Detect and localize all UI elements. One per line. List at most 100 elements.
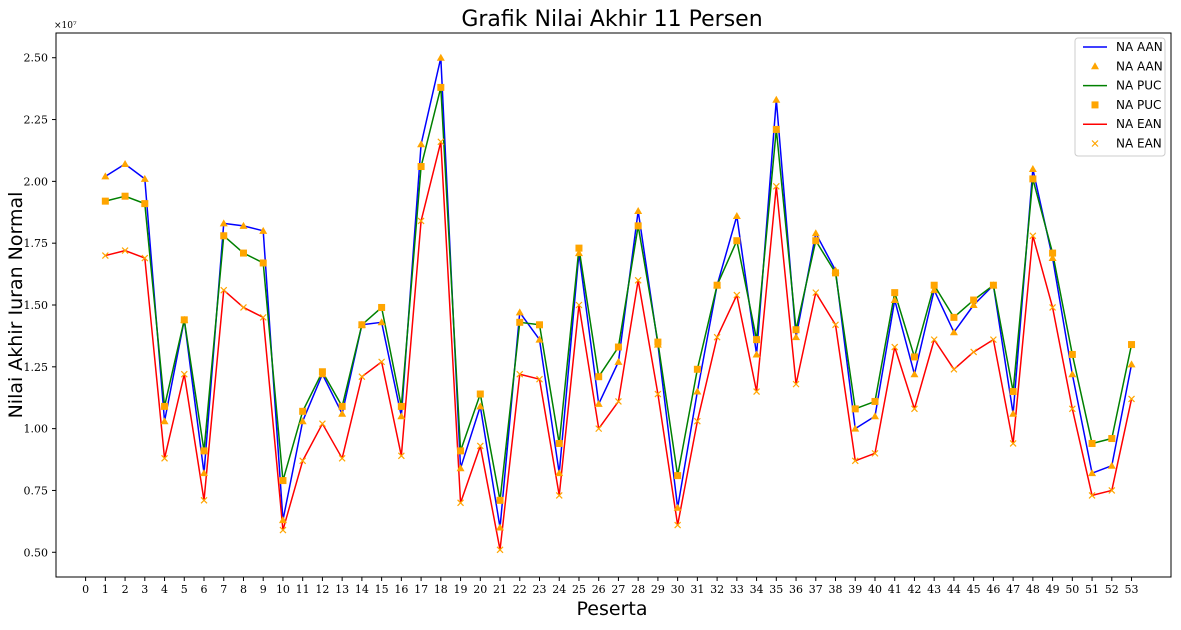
data-point-na-aan xyxy=(1068,370,1077,378)
x-tick-label: 45 xyxy=(967,583,981,596)
data-point-na-puc xyxy=(496,496,504,504)
x-tick-label: 53 xyxy=(1125,583,1139,596)
series-markers-na-puc xyxy=(101,83,1136,504)
data-point-na-ean xyxy=(733,291,741,299)
data-point-na-aan xyxy=(298,417,307,425)
data-point-na-puc xyxy=(279,477,287,485)
data-point-na-aan xyxy=(930,286,939,294)
data-point-na-puc xyxy=(239,249,247,257)
data-point-na-ean xyxy=(674,521,682,529)
data-point-na-puc xyxy=(693,365,701,373)
data-point-na-puc xyxy=(161,402,169,410)
data-point-na-ean xyxy=(1009,440,1017,447)
data-point-na-aan xyxy=(338,409,347,417)
data-point-na-ean xyxy=(891,343,899,351)
x-tick-label: 20 xyxy=(473,583,487,596)
data-point-na-ean xyxy=(753,388,760,395)
data-point-na-ean xyxy=(279,526,287,534)
x-tick-label: 39 xyxy=(848,583,862,596)
x-tick-label: 47 xyxy=(1006,583,1020,596)
data-point-na-ean xyxy=(693,417,701,425)
data-point-na-aan xyxy=(160,417,169,425)
data-point-na-puc xyxy=(338,402,346,410)
data-point-na-puc xyxy=(891,289,899,297)
data-point-na-puc xyxy=(812,237,820,245)
data-point-na-puc xyxy=(121,192,129,200)
data-point-na-aan xyxy=(1107,461,1116,469)
x-tick-label: 1 xyxy=(102,583,109,596)
y-axis-label: Nilai Akhir Iuran Normal xyxy=(5,192,27,419)
x-tick-label: 36 xyxy=(789,583,803,596)
data-point-na-ean xyxy=(851,457,859,465)
legend-item: NA PUC xyxy=(1083,79,1161,93)
x-tick-label: 14 xyxy=(355,583,369,596)
x-tick-label: 26 xyxy=(592,583,606,596)
data-point-na-aan xyxy=(969,301,978,308)
data-point-na-aan xyxy=(851,424,860,432)
data-point-na-ean xyxy=(1128,395,1135,403)
x-tick-label: 48 xyxy=(1026,583,1040,596)
data-point-na-puc xyxy=(397,402,405,410)
x-tick-label: 29 xyxy=(651,583,665,596)
data-point-na-puc xyxy=(1088,439,1096,447)
data-point-na-puc xyxy=(634,222,642,230)
data-point-na-ean xyxy=(338,454,346,462)
x-tick-label: 25 xyxy=(572,583,586,596)
data-point-na-ean xyxy=(457,499,464,507)
x-tick-label: 32 xyxy=(710,583,724,596)
x-tick-label: 34 xyxy=(750,583,764,596)
legend-item: NA PUC xyxy=(1091,98,1161,112)
data-point-na-ean xyxy=(989,336,997,344)
x-tick-label: 38 xyxy=(829,583,843,596)
x-tick-label: 9 xyxy=(260,583,267,596)
data-point-na-ean xyxy=(911,405,918,413)
data-point-na-ean xyxy=(1108,487,1116,494)
data-point-na-ean xyxy=(615,398,622,405)
data-point-na-ean xyxy=(378,358,386,366)
data-point-na-ean xyxy=(970,348,978,356)
x-tick-label: 43 xyxy=(927,583,941,596)
data-point-na-ean xyxy=(240,304,247,311)
x-tick-label: 8 xyxy=(240,583,247,596)
data-point-na-aan xyxy=(476,402,485,410)
x-tick-label: 0 xyxy=(82,583,89,596)
data-point-na-puc xyxy=(910,353,918,361)
x-tick-label: 19 xyxy=(454,583,468,596)
legend-item: NA EAN xyxy=(1083,117,1162,131)
data-point-na-ean xyxy=(476,442,484,450)
data-point-na-ean xyxy=(1029,232,1037,240)
data-point-na-ean xyxy=(634,276,642,284)
data-point-na-puc xyxy=(989,281,997,289)
data-point-na-aan xyxy=(377,318,386,326)
data-point-na-puc xyxy=(180,316,188,324)
data-point-na-aan xyxy=(634,207,643,215)
data-point-na-aan xyxy=(949,328,958,336)
data-point-na-aan xyxy=(140,174,149,182)
data-point-na-ean xyxy=(930,336,938,344)
x-tick-label: 31 xyxy=(690,583,704,596)
data-point-na-ean xyxy=(358,373,366,381)
data-point-na-aan xyxy=(732,211,741,219)
data-point-na-puc xyxy=(457,447,465,455)
y-tick-label: 2.25 xyxy=(24,114,49,127)
legend-item: NA EAN xyxy=(1091,137,1162,151)
legend-marker-swatch xyxy=(1091,140,1099,147)
legend-label: NA AAN xyxy=(1116,59,1163,73)
y-axis-multiplier: ×10⁷ xyxy=(54,21,77,31)
data-point-na-puc xyxy=(1009,388,1017,396)
x-tick-label: 46 xyxy=(986,583,1000,596)
data-point-na-puc xyxy=(595,373,603,381)
data-point-na-ean xyxy=(200,496,208,504)
x-tick-label: 22 xyxy=(513,583,527,596)
data-point-na-ean xyxy=(161,454,168,462)
data-point-na-ean xyxy=(141,254,149,262)
data-point-na-aan xyxy=(259,226,268,234)
data-point-na-aan xyxy=(693,387,702,395)
data-point-na-puc xyxy=(220,232,228,240)
x-tick-label: 50 xyxy=(1065,583,1079,596)
data-point-na-puc xyxy=(674,472,682,480)
x-tick-label: 33 xyxy=(730,583,744,596)
data-point-na-ean xyxy=(299,457,307,465)
data-point-na-ean xyxy=(417,217,425,225)
